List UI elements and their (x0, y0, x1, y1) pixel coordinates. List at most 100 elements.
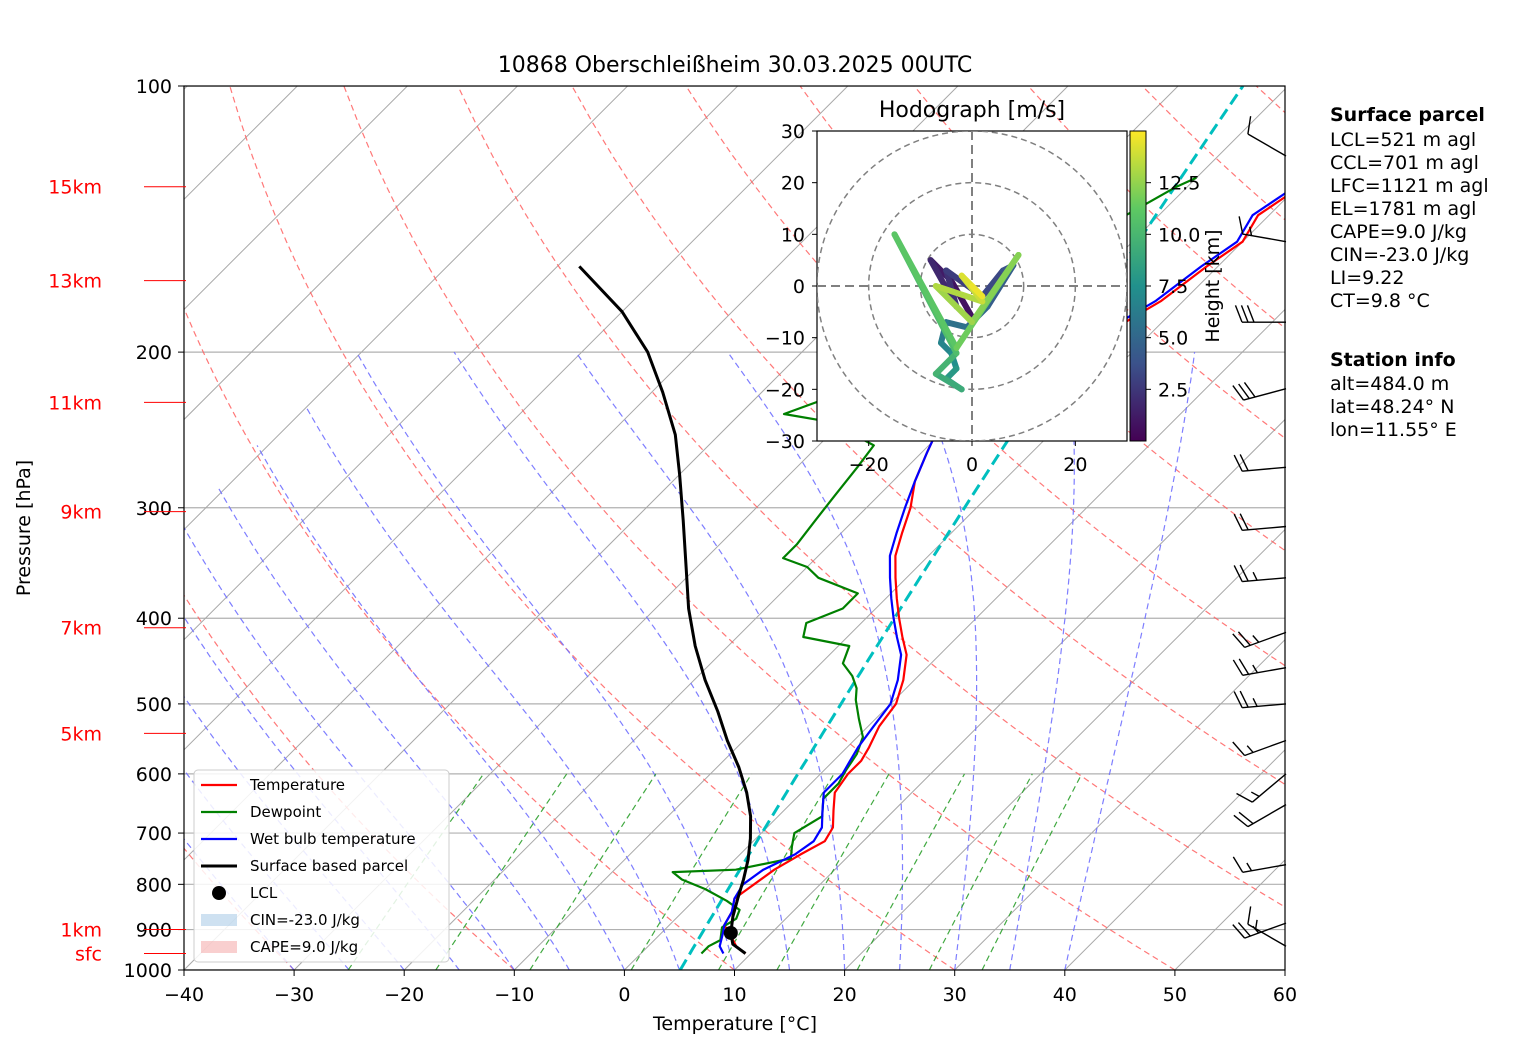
height-label: 1km (60, 920, 102, 942)
dry-adiabat (457, 86, 1285, 908)
moist-adiabat (184, 838, 295, 970)
height-label: 7km (60, 618, 102, 640)
legend-label: CAPE=9.0 J/kg (250, 938, 358, 956)
mixing-ratio-line (928, 773, 1033, 970)
station-info-title: Station info (1330, 349, 1456, 371)
station-line: lat=48.24° N (1330, 396, 1454, 418)
wind-barb (1247, 116, 1287, 157)
isotherm (184, 86, 408, 311)
surface-line: LCL=521 m agl (1330, 129, 1476, 151)
isotherm (624, 308, 1285, 970)
hodograph-ytick-label: 0 (793, 276, 805, 298)
x-axis-label: Temperature [°C] (652, 1013, 817, 1035)
colorbar (1129, 130, 1147, 442)
height-label: 13km (48, 271, 102, 293)
wind-barbs (1232, 116, 1287, 947)
colorbar-label: Height [km] (1202, 229, 1224, 342)
moist-adiabat (902, 351, 978, 970)
isotherm (954, 638, 1285, 970)
station-line: lon=11.55° E (1330, 419, 1457, 441)
lcl-point (723, 925, 738, 940)
moist-adiabat (256, 445, 625, 970)
moist-adiabat (355, 351, 736, 970)
surface-parcel-title: Surface parcel (1330, 104, 1485, 126)
wind-barb (1233, 513, 1287, 532)
surface-line: LFC=1121 m agl (1330, 175, 1489, 197)
y-tick-label: 400 (136, 608, 172, 630)
wind-barb (1232, 382, 1287, 401)
hodograph-segment (943, 319, 970, 331)
moist-adiabat (304, 405, 681, 970)
mixing-ratio-line (529, 773, 657, 970)
height-label: 5km (60, 723, 102, 745)
mixing-ratio-line (630, 773, 753, 970)
isotherm (184, 86, 739, 641)
x-tick-label: 40 (1053, 984, 1077, 1006)
mixing-ratio-line (717, 773, 835, 970)
wind-barb (1233, 454, 1287, 472)
hodograph-ytick-label: −10 (765, 328, 805, 350)
x-tick-label: −30 (274, 984, 314, 1006)
hodograph-segment (979, 267, 1006, 300)
mixing-ratio-line (856, 773, 966, 970)
moist-adiabat (727, 351, 904, 970)
hodograph-segment (891, 231, 960, 351)
moist-adiabat (575, 351, 846, 970)
legend-frame (193, 769, 450, 963)
hodograph: Hodograph [m/s] −20 0 20 30 20 10 0 −10 −20 −30 12.… (765, 98, 1224, 476)
x-tick-label: 0 (618, 984, 630, 1006)
legend-label: Temperature (249, 776, 345, 794)
surface-line: CT=9.8 °C (1330, 290, 1430, 312)
dry-adiabat (343, 86, 1176, 970)
dry-adiabat (184, 306, 735, 970)
parcel-line (578, 265, 753, 955)
hodograph-xtick-label: 20 (1063, 454, 1087, 476)
mixing-ratio-line (981, 773, 1083, 970)
y-axis-label: Pressure [hPa] (13, 460, 35, 596)
hodograph-title: Hodograph [m/s] (879, 98, 1065, 123)
wind-barb (1233, 564, 1287, 583)
wind-barb (1238, 216, 1287, 243)
colorbar-tick-label: 5.0 (1158, 328, 1188, 350)
surface-line: LI=9.22 (1330, 267, 1404, 289)
chart-title: 10868 Oberschleißheim 30.03.2025 00UTC (498, 53, 973, 78)
hodograph-segment (948, 277, 975, 320)
moist-adiabat (1064, 352, 1196, 970)
y-tick-label: 700 (136, 823, 172, 845)
y-tick-label: 300 (136, 498, 172, 520)
hodograph-ytick-label: −20 (765, 379, 805, 401)
height-label: 15km (48, 177, 102, 199)
legend-swatch (201, 914, 237, 926)
hodograph-segment (932, 370, 965, 393)
chart-legend: Temperature Dewpoint Wet bulb temperature S… (193, 769, 450, 963)
x-tick-label: −20 (384, 984, 424, 1006)
isotherm (184, 86, 849, 751)
y-tick-label: 600 (136, 764, 172, 786)
surface-line: CAPE=9.0 J/kg (1330, 221, 1467, 243)
legend-swatch (212, 886, 226, 900)
station-line: alt=484.0 m (1330, 373, 1449, 395)
legend-label: CIN=-23.0 J/kg (250, 911, 360, 929)
height-label: 9km (60, 502, 102, 524)
wind-barb (1232, 856, 1287, 873)
colorbar-tick-label: 12.5 (1158, 173, 1200, 195)
moist-adiabat (453, 351, 791, 970)
legend-label: Surface based parcel (250, 857, 408, 875)
hodograph-segment (932, 283, 986, 305)
mixing-ratio-line (776, 773, 890, 970)
x-tick-label: 30 (943, 984, 967, 1006)
hodograph-ytick-label: 10 (781, 224, 805, 246)
hodograph-segment (932, 350, 960, 377)
wind-barb (1233, 804, 1287, 828)
hodograph-segment (969, 252, 1022, 326)
colorbar-tick-label: 2.5 (1158, 379, 1188, 401)
legend-label: Wet bulb temperature (250, 830, 416, 848)
hodograph-xtick-label: 0 (966, 454, 978, 476)
moist-adiabat (1009, 352, 1075, 970)
x-tick-label: 60 (1273, 984, 1297, 1006)
isotherm (734, 418, 1285, 970)
x-tick-label: −10 (494, 984, 534, 1006)
ccl-line (678, 86, 1245, 970)
wind-barb (1232, 631, 1287, 649)
x-tick-label: 20 (833, 984, 857, 1006)
